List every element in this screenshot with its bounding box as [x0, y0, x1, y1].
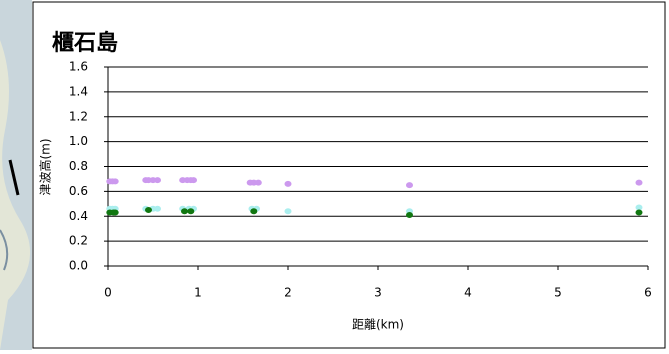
- point: [636, 180, 643, 186]
- point: [406, 182, 413, 188]
- y-tick-label: 0.4: [69, 209, 88, 223]
- point: [112, 178, 119, 184]
- y-tick-label: 1.2: [69, 109, 88, 123]
- y-tick-label: 0.0: [69, 259, 88, 273]
- y-tick-label: 0.2: [69, 234, 88, 248]
- x-tick-label: 5: [554, 286, 562, 300]
- y-tick-label: 1.0: [69, 134, 88, 148]
- chart-title: 櫃石島: [52, 30, 118, 56]
- x-axis-label: 距離(km): [352, 318, 404, 332]
- point: [285, 208, 292, 214]
- y-tick-label: 0.8: [69, 159, 88, 173]
- point: [636, 210, 643, 216]
- x-tick-label: 3: [374, 286, 382, 300]
- point: [190, 177, 197, 183]
- point: [181, 208, 188, 214]
- y-tick-label: 1.6: [69, 60, 88, 74]
- x-tick-label: 6: [644, 286, 652, 300]
- x-tick-label: 4: [464, 286, 472, 300]
- map-fragment: [0, 0, 32, 350]
- page: 櫃石島 津波高(m) 距離(km) 0.0 0.2 0.4 0.6 0.8 1.0 1.2 1…: [0, 0, 669, 354]
- chart: 櫃石島 津波高(m) 距離(km) 0.0 0.2 0.4 0.6 0.8 1.0 1.2 1…: [0, 0, 669, 350]
- point: [406, 212, 413, 218]
- point: [112, 210, 119, 216]
- point: [154, 206, 161, 212]
- x-tick-label: 2: [284, 286, 292, 300]
- chart-frame: [33, 2, 665, 348]
- point: [285, 181, 292, 187]
- x-tick-label: 0: [104, 286, 112, 300]
- y-tick-label: 0.6: [69, 184, 88, 198]
- point: [255, 180, 262, 186]
- point: [250, 208, 257, 214]
- x-tick-label: 1: [194, 286, 202, 300]
- y-axis-label: 津波高(m): [38, 138, 53, 195]
- point: [145, 207, 152, 213]
- y-tick-label: 1.4: [69, 84, 88, 98]
- point: [187, 208, 194, 214]
- point: [154, 177, 161, 183]
